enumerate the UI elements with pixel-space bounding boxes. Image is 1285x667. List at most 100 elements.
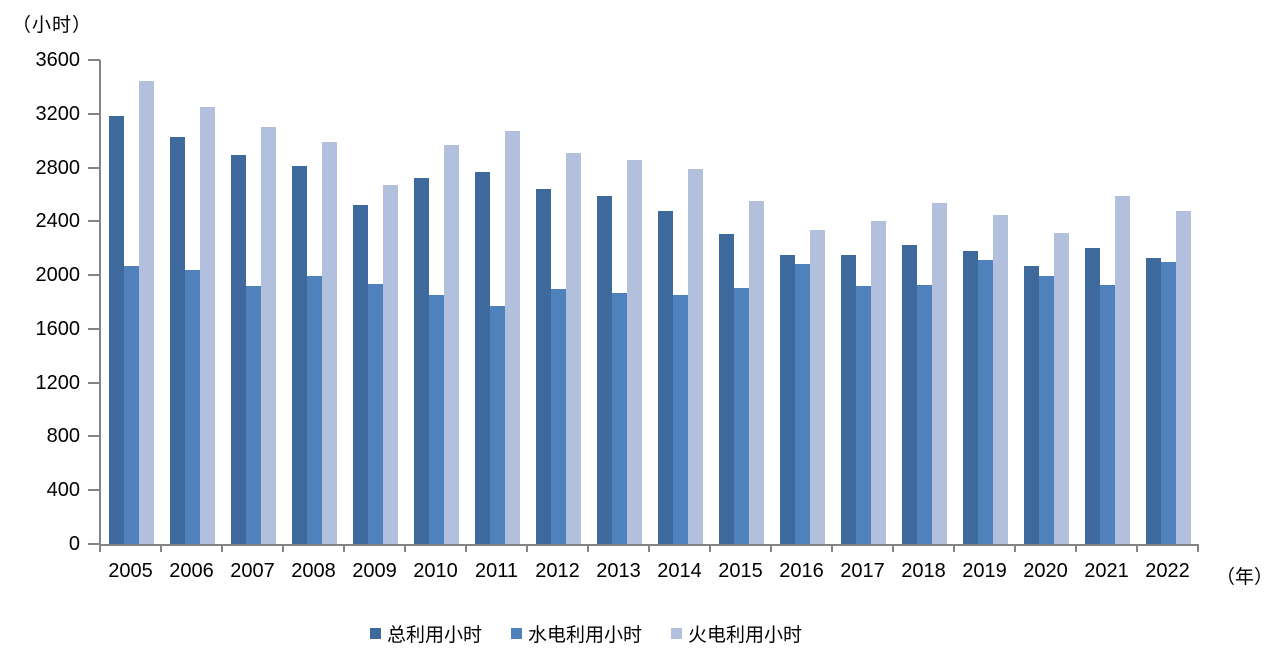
bar-总利用小时-2014 [658,210,673,544]
bar-水电利用小时-2022 [1161,261,1176,544]
bar-总利用小时-2021 [1085,247,1100,544]
legend-label: 火电利用小时 [688,625,803,646]
y-tick-label: 2800 [35,156,81,179]
bar-水电利用小时-2012 [551,288,566,544]
x-tick-mark [953,546,955,552]
bar-火电利用小时-2015 [749,200,764,544]
bar-火电利用小时-2013 [627,160,642,544]
y-tick-label: 1200 [35,371,81,394]
bar-火电利用小时-2008 [322,142,337,544]
bar-总利用小时-2005 [109,116,124,544]
x-tick-mark [282,546,284,552]
x-category-label: 2020 [1023,560,1068,582]
bar-水电利用小时-2020 [1039,275,1054,544]
bar-总利用小时-2013 [597,195,612,544]
bar-火电利用小时-2014 [688,168,703,544]
x-category-label: 2017 [840,560,885,582]
bar-火电利用小时-2012 [566,152,581,544]
bar-总利用小时-2008 [292,166,307,544]
x-category-label: 2010 [413,560,458,582]
x-category-label: 2016 [779,560,824,582]
legend-swatch-icon [671,628,683,639]
y-tick-mark [88,59,100,61]
bar-水电利用小时-2013 [612,292,627,544]
bar-水电利用小时-2017 [856,285,871,544]
bar-火电利用小时-2009 [383,185,398,544]
y-tick-label: 1600 [35,317,81,340]
bar-总利用小时-2015 [719,234,734,544]
bar-火电利用小时-2005 [139,80,154,544]
legend-label: 总利用小时 [387,625,483,646]
x-category-label: 2015 [718,560,763,582]
y-tick-mark [88,220,100,223]
bar-水电利用小时-2019 [978,259,993,544]
bar-水电利用小时-2010 [429,294,444,544]
x-tick-mark [99,546,101,552]
x-tick-mark [221,546,223,552]
bar-总利用小时-2019 [963,250,978,544]
x-category-label: 2012 [535,560,580,582]
bar-总利用小时-2020 [1024,265,1039,544]
x-category-label: 2022 [1145,560,1190,582]
bar-水电利用小时-2006 [185,269,200,544]
x-category-label: 2005 [108,560,153,582]
x-category-label: 2011 [474,560,518,582]
bar-火电利用小时-2011 [505,130,520,544]
y-tick-mark [88,327,100,330]
legend-item-水电利用小时: 水电利用小时 [511,620,642,647]
bar-火电利用小时-2017 [871,221,886,544]
bar-水电利用小时-2015 [734,287,749,544]
bar-总利用小时-2018 [902,244,917,544]
bar-水电利用小时-2007 [246,285,261,544]
bar-水电利用小时-2018 [917,284,932,544]
x-category-label: 2021 [1084,560,1129,582]
x-category-label: 2008 [291,560,336,582]
y-tick-mark [88,435,100,438]
bar-总利用小时-2012 [536,189,551,544]
x-tick-mark [526,546,528,552]
bar-火电利用小时-2006 [200,107,215,544]
x-category-label: 2006 [169,560,214,582]
x-tick-mark [465,546,467,552]
x-tick-mark [404,546,406,552]
y-tick-label: 2400 [35,210,81,233]
bar-水电利用小时-2014 [673,295,688,544]
y-tick-mark [88,274,100,277]
bar-火电利用小时-2010 [444,144,459,544]
bar-火电利用小时-2016 [810,230,825,544]
bar-火电利用小时-2007 [261,127,276,544]
bar-水电利用小时-2008 [307,275,322,544]
y-tick-label: 3200 [35,102,81,125]
y-tick-mark [88,489,100,492]
bar-总利用小时-2009 [353,204,368,544]
y-tick-mark [88,112,100,115]
legend-item-总利用小时: 总利用小时 [370,620,482,647]
legend-swatch-icon [370,628,381,639]
x-category-label: 2018 [901,560,946,582]
y-tick-label: 3600 [35,49,81,71]
plot-area [99,60,1199,546]
bar-火电利用小时-2020 [1054,233,1069,544]
legend: 总利用小时 水电利用小时 火电利用小时 [370,620,802,647]
x-tick-mark [770,546,772,552]
x-tick-mark [1075,546,1077,552]
bar-水电利用小时-2009 [368,283,383,544]
bar-水电利用小时-2005 [124,265,139,544]
y-tick-label: 0 [68,533,80,555]
bar-总利用小时-2017 [841,254,856,544]
bar-火电利用小时-2022 [1176,210,1191,544]
legend-item-火电利用小时: 火电利用小时 [671,620,802,647]
x-tick-mark [1014,546,1016,552]
y-tick-label: 400 [46,479,80,502]
y-tick-label: 800 [46,425,80,448]
x-axis-unit-label: （年） [1216,567,1274,588]
legend-label: 水电利用小时 [528,625,643,646]
bar-总利用小时-2010 [414,178,429,544]
bar-总利用小时-2007 [231,154,246,544]
x-tick-mark [587,546,589,552]
bar-火电利用小时-2018 [932,203,947,544]
x-tick-mark [709,546,711,552]
y-tick-mark [88,381,100,384]
x-tick-mark [831,546,833,552]
x-category-label: 2013 [596,560,641,582]
